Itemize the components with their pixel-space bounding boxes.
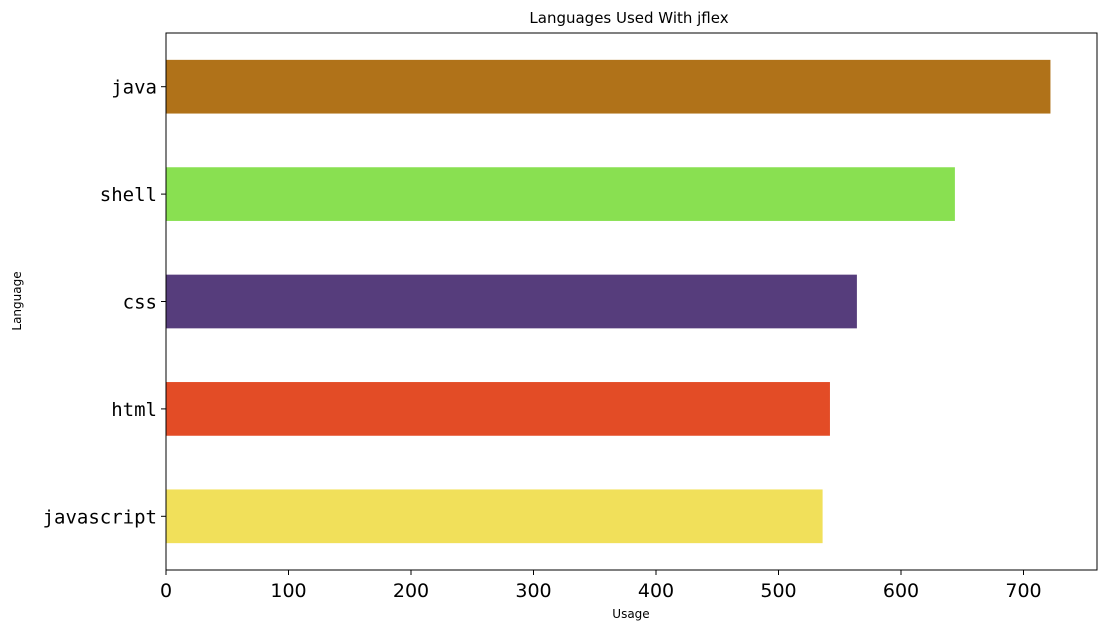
y-axis: java shell css html javascript bbox=[43, 77, 166, 528]
chart-title: Languages Used With jflex bbox=[529, 9, 728, 27]
x-tick-label: 400 bbox=[638, 580, 674, 602]
x-tick-label: 0 bbox=[160, 580, 172, 602]
y-tick-label-html: html bbox=[111, 399, 157, 421]
x-axis: 0 100 200 300 400 500 600 700 bbox=[160, 570, 1042, 602]
x-tick-label: 100 bbox=[270, 580, 306, 602]
y-tick-label-javascript: javascript bbox=[43, 506, 157, 528]
bar-java bbox=[166, 59, 1051, 114]
x-tick-label: 700 bbox=[1005, 580, 1041, 602]
bar-shell bbox=[166, 167, 955, 221]
y-axis-label: Language bbox=[10, 271, 24, 330]
x-tick-label: 500 bbox=[760, 580, 796, 602]
y-tick-label-css: css bbox=[123, 292, 157, 314]
bar-javascript bbox=[166, 489, 823, 544]
x-axis-label: Usage bbox=[612, 607, 649, 621]
bar-css bbox=[166, 274, 857, 329]
y-tick-label-shell: shell bbox=[100, 184, 157, 206]
bar-html bbox=[166, 382, 830, 436]
x-tick-label: 300 bbox=[515, 580, 551, 602]
x-tick-label: 200 bbox=[393, 580, 429, 602]
x-tick-label: 600 bbox=[883, 580, 919, 602]
bars-group bbox=[166, 59, 1051, 544]
y-tick-label-java: java bbox=[111, 77, 157, 99]
